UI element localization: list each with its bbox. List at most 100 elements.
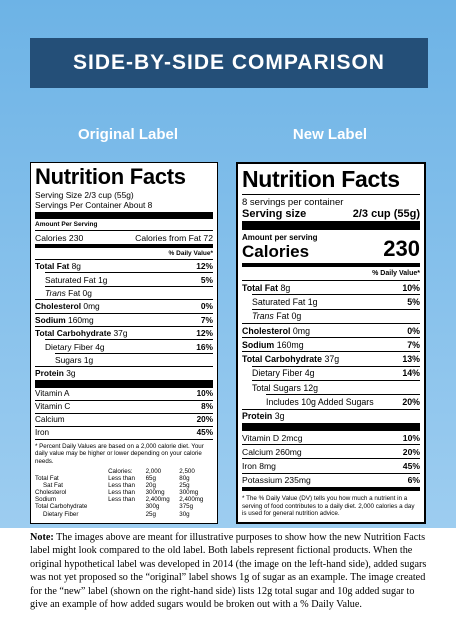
nutrient-name: Sodium [35, 314, 66, 325]
amount-per-serving: Amount per serving [242, 233, 318, 242]
nutrient-row: Total Sugars 12g [252, 380, 420, 394]
nutrient-name-group: Sugars 1g [55, 355, 93, 365]
dv-cell: 65g [145, 474, 156, 482]
rule [35, 212, 213, 219]
note-text: The images above are meant for illustrat… [30, 532, 427, 611]
nutrient-row: Vitamin C 8% [35, 399, 213, 413]
nutrient-name-italic: Trans [252, 311, 274, 322]
nutrient-amount: 3g [274, 411, 285, 422]
serving-size-label: Serving size [242, 208, 307, 220]
dv-cell: 300g [145, 503, 160, 511]
dv-cell: 80g [179, 474, 190, 482]
nutrient-name: Saturated Fat 1g [45, 274, 108, 285]
calories-row: Calories 230 Calories from Fat 72 [35, 230, 213, 244]
nutrient-row: Cholesterol 0mg 0% [242, 322, 420, 337]
nutrient-row: Dietary Fiber 4g 16% [45, 339, 213, 352]
dv-cell: Dietary Fiber [43, 510, 79, 518]
dv-cell: 375g [179, 503, 194, 511]
nutrient-amount: 0mg [83, 301, 100, 312]
nutrient-dv: 0% [200, 301, 213, 312]
nutrient-name-group: Dietary Fiber 4g [45, 342, 105, 352]
nutrient-row: Trans Fat 0g [252, 308, 420, 323]
nutrient-amount: 3g [66, 368, 76, 379]
nutrient-name: Includes 10g Added Sugars [266, 397, 374, 408]
nutrient-dv: 10% [402, 282, 420, 293]
nutrient-name-group: Total Fat 8g [242, 283, 290, 293]
nutrient-row: Vitamin D 2mcg 10% [242, 429, 420, 444]
nutrient-name-group: Saturated Fat 1g [252, 297, 318, 307]
nutrient-name-group: Calcium 260mg [242, 447, 302, 457]
nutrient-name: Sodium [242, 339, 275, 350]
nutrient-list: Total Fat 8g 12% Saturated Fat 1g 5% Trans F… [35, 259, 213, 380]
header-title: SIDE-BY-SIDE COMPARISON [30, 38, 428, 88]
nutrient-name-group: Dietary Fiber 4g [252, 368, 315, 378]
nutrient-row: Trans Fat 0g [45, 285, 213, 299]
dv-header: % Daily Value* [168, 250, 213, 257]
amount-per-serving: Amount Per Serving [35, 221, 98, 228]
servings: 8 servings per container [242, 194, 420, 208]
nutrient-name: Protein [242, 411, 273, 422]
nutrient-name: Cholesterol [35, 301, 82, 312]
dv-cell: 30g [179, 510, 190, 518]
nutrient-name: Sugars 1g [55, 354, 94, 365]
nutrient-name-group: Cholesterol 0mg [35, 301, 100, 311]
nutrient-name: Potassium 235mg [242, 475, 311, 486]
rule [242, 486, 420, 491]
nutrient-amount: 37g [113, 328, 128, 339]
nutrient-amount: 160mg [68, 314, 94, 325]
nutrient-dv: 14% [402, 368, 420, 379]
nutrient-dv: 45% [402, 460, 420, 471]
serving-size-row: Serving size 2/3 cup (55g) [242, 208, 420, 220]
calories-row: Calories 230 [242, 236, 420, 262]
dv-cell: 300mg [145, 489, 165, 497]
dv-table-body: Total Fat Less than 65g 80g Sat Fat Less than… [35, 475, 213, 518]
nutrient-name-group: Includes 10g Added Sugars [266, 397, 374, 407]
new-label: Nutrition Facts 8 servings per container… [236, 162, 426, 524]
dv-cell: Sat Fat [43, 482, 63, 490]
nutrient-name-group: Cholesterol 0mg [242, 326, 310, 336]
original-label: Nutrition Facts Serving Size 2/3 cup (55… [30, 162, 218, 524]
nutrient-row: Protein 3g [242, 408, 420, 423]
rule [242, 263, 420, 267]
original-heading: Original Label [77, 126, 179, 143]
nutrient-dv: 13% [402, 354, 420, 365]
dv-table-header: Calories: 2,000 2,500 [35, 468, 213, 475]
nutrient-row: Calcium 20% [35, 412, 213, 426]
nutrient-name-group: Total Sugars 12g [252, 383, 318, 393]
nutrient-dv: 20% [196, 415, 213, 425]
nutrient-row: Sugars 1g [55, 352, 213, 366]
nutrient-name: Iron [35, 428, 50, 438]
nutrient-row: Saturated Fat 1g 5% [45, 272, 213, 285]
vitamin-list: Vitamin A 10% Vitamin C 8% Calcium 20% Iron 45% [35, 386, 213, 439]
nutrient-amount: 37g [324, 354, 340, 365]
dv-cell: 25g [179, 482, 190, 490]
nutrient-dv: 5% [407, 296, 420, 307]
nutrient-name: Vitamin D 2mcg [242, 432, 303, 443]
nutrient-name-group: Vitamin A [35, 389, 69, 398]
nutrient-row: Cholesterol 0mg 0% [35, 299, 213, 312]
dv-cell: Less than [108, 489, 135, 497]
nutrient-dv: 6% [407, 475, 420, 486]
calories-label: Calories [242, 242, 310, 261]
nutrient-name: Total Fat [242, 282, 278, 293]
dv-cell: 300mg [179, 489, 199, 497]
nutrient-name-group: Protein 3g [242, 411, 285, 421]
note-label: Note: [30, 532, 54, 543]
servings: Servings Per Container About 8 [35, 200, 153, 210]
nutrient-row: Iron 8mg 45% [242, 458, 420, 472]
nutrient-name-group: Total Carbohydrate 37g [35, 328, 127, 338]
nutrient-dv: 8% [201, 402, 213, 412]
dv-cell: 25g [145, 510, 156, 518]
nutrient-row: Dietary Fiber 4g 14% [252, 365, 420, 380]
nutrient-amount: 160mg [276, 339, 304, 350]
nutrient-row: Sodium 160mg 7% [242, 337, 420, 351]
nutrient-dv: 7% [407, 339, 420, 350]
dv-cell: 20g [145, 482, 156, 490]
nutrient-row: Saturated Fat 1g 5% [252, 294, 420, 308]
nutrient-name: Dietary Fiber 4g [252, 368, 315, 379]
nutrient-amount: 8g [71, 261, 81, 272]
nutrient-name: Total Carbohydrate [35, 328, 112, 339]
dv-table-row: Total Carbohydrate 300g 375g [35, 503, 213, 510]
nutrient-row: Potassium 235mg 6% [242, 472, 420, 487]
